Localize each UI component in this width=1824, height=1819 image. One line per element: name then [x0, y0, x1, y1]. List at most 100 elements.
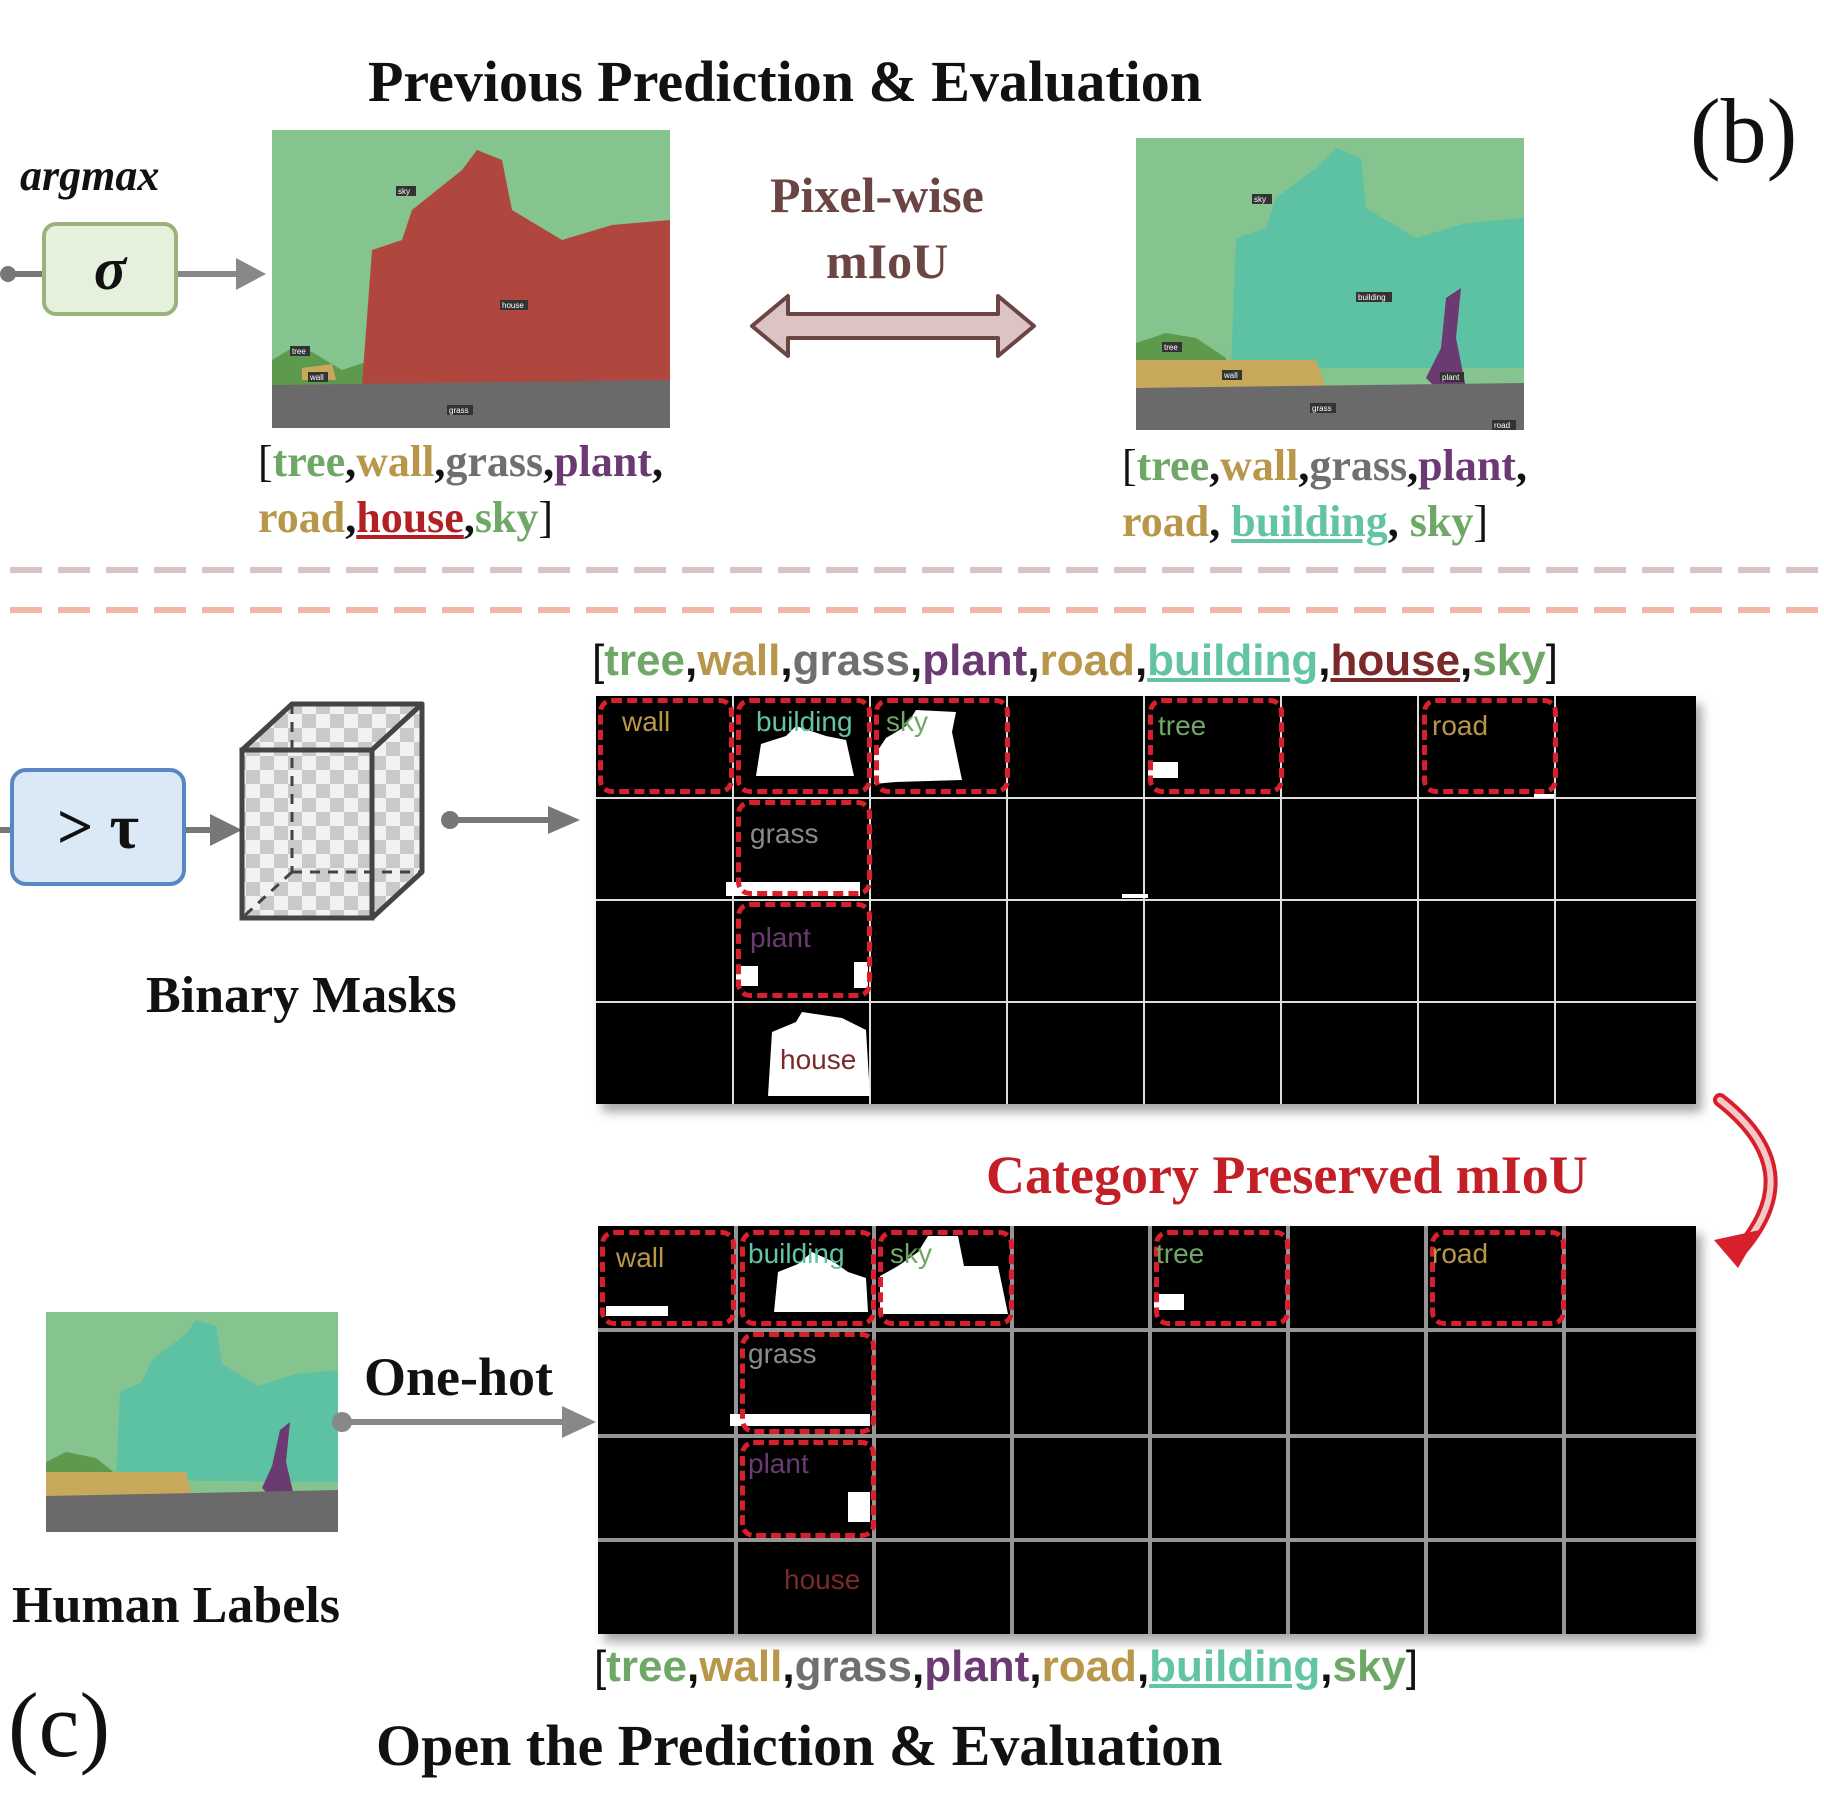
cell-label-house: house: [780, 1044, 857, 1075]
seg-label-grass: grass: [449, 406, 469, 415]
cls-grass: grass: [445, 437, 544, 486]
cell-label-wall: wall: [616, 1242, 665, 1273]
footer-title: Open the Prediction & Evaluation: [376, 1713, 1223, 1778]
tree-mask: [1148, 762, 1178, 778]
threshold-symbol: > τ: [57, 791, 139, 862]
cls-sky: sky: [1472, 636, 1546, 685]
cls-plant: plant: [924, 1642, 1030, 1691]
cls-building: building: [1149, 1642, 1321, 1691]
cls-road: road: [1122, 497, 1210, 546]
building-mask: [756, 726, 854, 776]
prediction-class-list-line2: road,house,sky]: [258, 493, 554, 542]
gt-class-list-line2: road, building, sky]: [1122, 497, 1489, 546]
cls-tree: tree: [1136, 441, 1210, 490]
cell-label-sky: sky: [890, 1238, 932, 1269]
sigma-box: σ: [42, 222, 178, 316]
cls-road: road: [1039, 636, 1135, 685]
cell-box-road: [1422, 698, 1558, 794]
cell-label-building: building: [756, 706, 853, 737]
predicted-binary-mask-grid: wall building sky tree road grass plant …: [596, 696, 1696, 1104]
human-label-binary-mask-grid: wall building sky tree road grass plant …: [598, 1226, 1696, 1634]
cls-wall: wall: [697, 636, 781, 685]
cls-grass: grass: [792, 636, 910, 685]
argmax-label: argmax: [20, 151, 160, 200]
prediction-segmentation-image: sky house tree wall grass: [272, 130, 670, 428]
metric-label-line1: Pixel-wise: [770, 167, 984, 223]
sky-mask: [874, 710, 962, 784]
cell-box-building: [740, 1230, 876, 1326]
sigma-symbol: σ: [93, 235, 127, 302]
cell-label-tree: tree: [1156, 1238, 1205, 1269]
seg-label-house: house: [502, 301, 524, 310]
wall-mask: [606, 1306, 668, 1316]
panel-separator: [10, 567, 1824, 613]
masks-to-grid-arrow: [441, 806, 580, 834]
cls-plant: plant: [554, 437, 652, 486]
plant-mask-left: [736, 966, 758, 986]
seg-label-plant: plant: [1442, 373, 1460, 382]
cls-grass: grass: [1309, 441, 1408, 490]
seg-label-sky: sky: [1254, 195, 1266, 204]
curved-arrow: [1713, 1093, 1778, 1268]
human-label-thumbnail: [46, 1312, 338, 1532]
arrow-out-head: [236, 258, 266, 290]
cls-wall: wall: [699, 1642, 783, 1691]
plant-mask: [848, 1492, 870, 1522]
panel-b-title: Previous Prediction & Evaluation: [368, 49, 1203, 114]
binary-masks-label: Binary Masks: [146, 967, 457, 1024]
cell-label-road: road: [1432, 710, 1489, 741]
cls-tree: tree: [606, 1642, 687, 1691]
metric-label-line2: mIoU: [826, 233, 949, 289]
plant-mask-right: [854, 962, 868, 988]
cell-box-wall: [600, 1230, 736, 1326]
sigma-flow: [0, 258, 266, 290]
seg-label-grass: grass: [1312, 404, 1332, 413]
cls-sky: sky: [1409, 497, 1474, 546]
seg-label-building: building: [1358, 293, 1386, 302]
cell-label-road: road: [1432, 1238, 1489, 1269]
cell-label-tree: tree: [1158, 710, 1207, 741]
panel-c-tag: (c): [8, 1674, 111, 1776]
cell-label-building: building: [748, 1238, 845, 1269]
cls-sky: sky: [474, 493, 539, 542]
cls-road: road: [1041, 1642, 1137, 1691]
gt-class-list-line1: [tree,wall,grass,plant,: [1122, 441, 1527, 490]
house-region: [362, 150, 670, 385]
panel-b-tag: (b): [1690, 80, 1798, 182]
human-labels-label: Human Labels: [12, 1577, 340, 1634]
cell-label-grass: grass: [750, 818, 819, 849]
double-arrow: [750, 294, 1036, 358]
category-preserved-miou-label: Category Preserved mIoU: [986, 1145, 1588, 1205]
prediction-class-list-line1: [tree,wall,grass,plant,: [258, 437, 663, 486]
cls-wall: wall: [356, 437, 435, 486]
cell-box-road: [1430, 1230, 1566, 1326]
cell-box-plant: [740, 1440, 876, 1538]
ground-truth-segmentation-image: sky building tree wall plant grass road: [1136, 138, 1524, 430]
road-mask: [1534, 794, 1554, 798]
cls-wall: wall: [1220, 441, 1299, 490]
cls-sky: sky: [1332, 1642, 1406, 1691]
cell-box-wall: [598, 698, 734, 794]
threshold-box: > τ: [10, 768, 186, 886]
bottom-class-list: [tree,wall,grass,plant,road,building,sky…: [594, 1642, 1419, 1691]
cell-box-sky: [874, 698, 1010, 794]
binary-mask-cube-icon: [239, 701, 425, 921]
cls-plant: plant: [1418, 441, 1516, 490]
cls-house: house: [356, 493, 464, 542]
cell-box-building: [736, 698, 872, 794]
cls-house: house: [1330, 636, 1461, 685]
cls-tree: tree: [272, 437, 346, 486]
cell-label-plant: plant: [750, 922, 811, 953]
house-mask: [768, 1012, 870, 1096]
one-hot-label: One-hot: [364, 1347, 553, 1407]
cls-tree: tree: [604, 636, 685, 685]
arrow-in-dot: [0, 266, 16, 282]
cell-label-wall: wall: [622, 706, 671, 737]
cls-building: building: [1147, 636, 1319, 685]
cell-box-grass: [740, 1332, 876, 1434]
one-hot-arrow: [332, 1406, 596, 1438]
seg-label-road: road: [1494, 421, 1510, 430]
cls-plant: plant: [922, 636, 1028, 685]
sky-mask: [880, 1236, 1008, 1314]
grass-mask: [730, 1414, 870, 1426]
